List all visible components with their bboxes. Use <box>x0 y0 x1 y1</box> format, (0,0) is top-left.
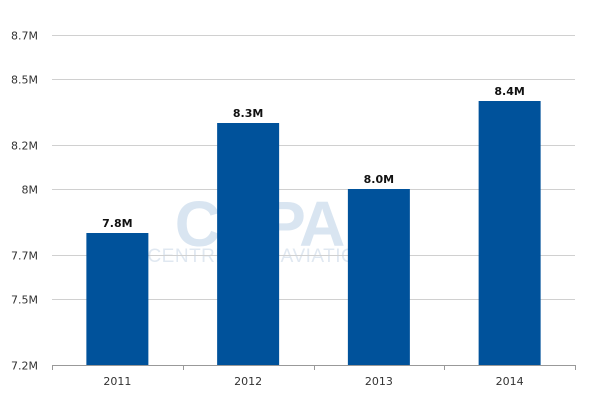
y-tick-label: 7.2M <box>11 360 38 373</box>
data-label: 8.0M <box>364 173 394 186</box>
bar-2011 <box>86 233 149 365</box>
data-label: 7.8M <box>102 217 132 230</box>
data-label: 8.4M <box>494 85 524 98</box>
bar-series <box>86 101 541 365</box>
y-tick-label: 7.5M <box>11 294 38 307</box>
x-tick-label: 2013 <box>365 375 393 388</box>
y-tick-label: 8M <box>22 184 39 197</box>
x-tick-label: 2011 <box>103 375 131 388</box>
y-tick-label: 8.5M <box>11 74 38 87</box>
y-tick-label: 7.7M <box>11 250 38 263</box>
bar-2012 <box>217 123 280 365</box>
bar-data-labels: 7.8M 8.3M 8.0M 8.4M <box>102 85 525 230</box>
y-tick-label: 8.2M <box>11 140 38 153</box>
x-tick-label: 2014 <box>496 375 524 388</box>
x-axis-tick-labels: 2011 2012 2013 2014 <box>52 365 576 388</box>
y-tick-label: 8.7M <box>11 30 38 43</box>
y-axis-tick-labels: 7.2M 7.5M 7.7M 8M 8.2M 8.5M 8.7M <box>11 30 38 373</box>
bar-2014 <box>478 101 541 365</box>
x-tick-label: 2012 <box>234 375 262 388</box>
bar-2013 <box>347 189 410 365</box>
data-label: 8.3M <box>233 107 263 120</box>
